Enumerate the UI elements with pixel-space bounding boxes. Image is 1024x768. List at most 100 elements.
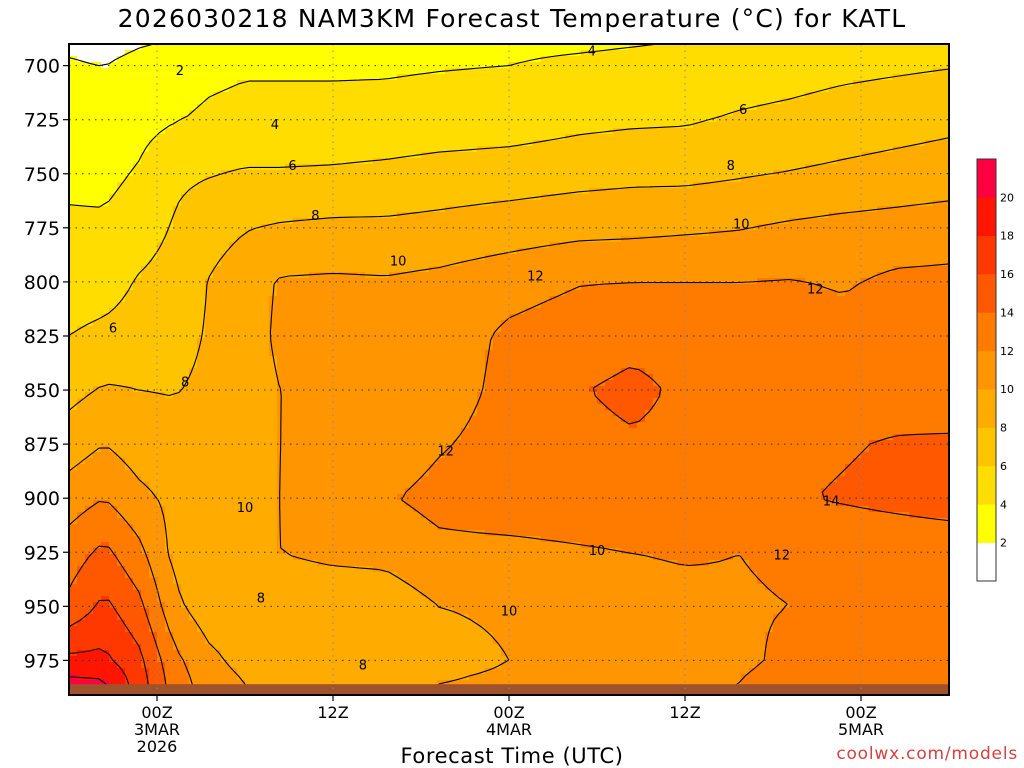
field-cell: [341, 458, 350, 465]
field-cell: [125, 458, 134, 465]
field-cell: [397, 380, 406, 387]
field-cell: [93, 266, 102, 273]
field-cell: [349, 50, 358, 57]
field-cell: [253, 278, 262, 285]
field-cell: [397, 326, 406, 333]
field-cell: [309, 524, 318, 531]
field-cell: [69, 668, 78, 675]
field-cell: [365, 104, 374, 111]
field-cell: [357, 314, 366, 321]
field-cell: [293, 344, 302, 351]
field-cell: [189, 146, 198, 153]
field-cell: [189, 152, 198, 159]
field-cell: [149, 326, 158, 333]
field-cell: [157, 278, 166, 285]
field-cell: [85, 572, 94, 579]
field-cell: [349, 158, 358, 165]
field-cell: [405, 536, 414, 543]
field-cell: [197, 182, 206, 189]
field-cell: [77, 338, 86, 345]
field-cell: [229, 194, 238, 201]
field-cell: [133, 632, 142, 639]
field-cell: [141, 464, 150, 471]
field-cell: [301, 470, 310, 477]
field-cell: [349, 164, 358, 171]
field-cell: [69, 164, 78, 171]
field-cell: [133, 620, 142, 627]
field-cell: [389, 344, 398, 351]
field-cell: [309, 680, 318, 687]
field-cell: [173, 146, 182, 153]
field-cell: [261, 656, 270, 663]
field-cell: [133, 350, 142, 357]
field-cell: [317, 536, 326, 543]
field-cell: [189, 212, 198, 219]
field-cell: [229, 632, 238, 639]
field-cell: [157, 416, 166, 423]
field-cell: [117, 296, 126, 303]
field-cell: [77, 320, 86, 327]
field-cell: [341, 596, 350, 603]
field-cell: [349, 470, 358, 477]
field-cell: [229, 608, 238, 615]
field-cell: [205, 50, 214, 57]
field-cell: [405, 158, 414, 165]
field-cell: [389, 602, 398, 609]
field-cell: [253, 140, 262, 147]
field-cell: [253, 260, 262, 267]
field-cell: [413, 674, 422, 681]
field-cell: [293, 164, 302, 171]
field-cell: [349, 638, 358, 645]
field-cell: [405, 512, 414, 519]
field-cell: [85, 266, 94, 273]
field-cell: [285, 476, 294, 483]
field-cell: [309, 602, 318, 609]
field-cell: [381, 566, 390, 573]
field-cell: [93, 284, 102, 291]
field-cell: [301, 644, 310, 651]
field-cell: [93, 170, 102, 177]
field-cell: [197, 110, 206, 117]
field-cell: [253, 206, 262, 213]
field-cell: [309, 98, 318, 105]
field-cell: [125, 236, 134, 243]
field-cell: [237, 614, 246, 621]
field-cell: [365, 530, 374, 537]
field-cell: [229, 458, 238, 465]
field-cell: [421, 422, 430, 429]
field-cell: [101, 662, 110, 669]
field-cell: [221, 260, 230, 267]
field-cell: [149, 134, 158, 141]
field-cell: [429, 248, 438, 255]
field-cell: [333, 218, 342, 225]
field-cell: [365, 176, 374, 183]
field-cell: [277, 74, 286, 81]
field-cell: [173, 548, 182, 555]
field-cell: [429, 302, 438, 309]
field-cell: [221, 278, 230, 285]
field-cell: [349, 410, 358, 417]
field-cell: [221, 626, 230, 633]
field-cell: [229, 392, 238, 399]
field-cell: [189, 662, 198, 669]
field-cell: [317, 362, 326, 369]
field-cell: [237, 404, 246, 411]
field-cell: [301, 302, 310, 309]
field-cell: [357, 632, 366, 639]
field-cell: [141, 374, 150, 381]
field-cell: [125, 290, 134, 297]
field-cell: [365, 512, 374, 519]
field-cell: [77, 62, 86, 69]
field-cell: [221, 104, 230, 111]
field-cell: [373, 314, 382, 321]
field-cell: [349, 332, 358, 339]
field-cell: [157, 668, 166, 675]
field-cell: [173, 266, 182, 273]
field-cell: [245, 182, 254, 189]
field-cell: [205, 176, 214, 183]
field-cell: [221, 92, 230, 99]
field-cell: [301, 416, 310, 423]
field-cell: [269, 170, 278, 177]
field-cell: [301, 668, 310, 675]
field-cell: [429, 242, 438, 249]
